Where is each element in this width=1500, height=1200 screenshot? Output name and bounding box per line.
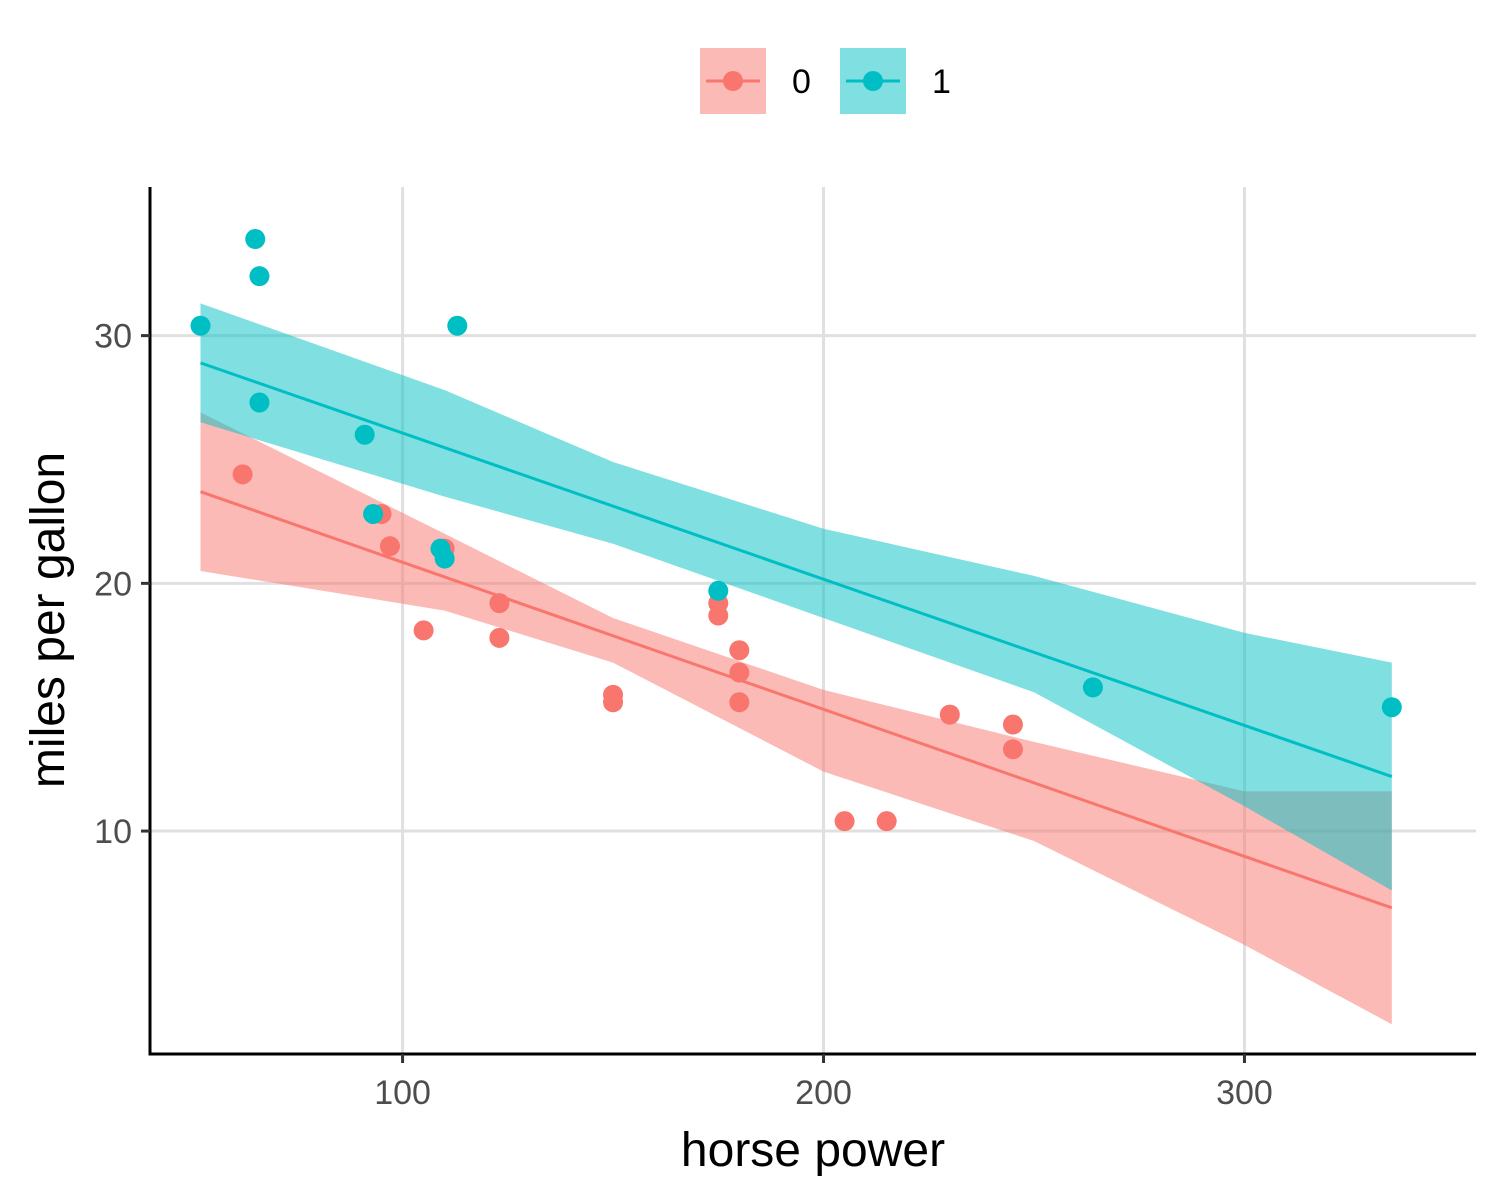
x-axis-title: horse power: [681, 1124, 945, 1177]
legend-key-point-0: [723, 71, 743, 91]
point-series-1-0: [190, 315, 211, 336]
point-series-0-17: [1002, 714, 1023, 735]
point-series-1-10: [1082, 677, 1103, 698]
point-series-1-7: [434, 548, 455, 569]
tick-labels: 100 200 300 10 20 30: [94, 318, 1273, 1112]
point-series-0-6: [489, 627, 510, 648]
point-series-0-16: [939, 704, 960, 725]
point-series-0-12: [729, 662, 750, 683]
point-series-0-18: [1002, 739, 1023, 760]
point-series-1-2: [249, 266, 270, 287]
point-series-0-8: [603, 692, 624, 713]
axes: [141, 187, 1476, 1063]
fit-lines: [200, 361, 1393, 910]
y-axis-title: miles per gallon: [22, 452, 75, 788]
point-series-1-11: [1381, 697, 1402, 718]
point-series-0-11: [729, 640, 750, 661]
point-series-0-3: [413, 620, 434, 641]
y-tick-label-30: 30: [94, 318, 132, 356]
point-series-0-13: [729, 692, 750, 713]
data-points: [190, 229, 1402, 832]
point-series-0-14: [834, 811, 855, 832]
point-series-0-0: [232, 464, 253, 485]
point-series-1-3: [249, 392, 270, 413]
point-series-1-9: [708, 580, 729, 601]
point-series-0-15: [876, 811, 897, 832]
x-tick-label-300: 300: [1216, 1074, 1273, 1112]
point-series-1-5: [363, 503, 384, 524]
point-series-0-2: [379, 536, 400, 557]
point-series-1-1: [245, 229, 266, 250]
x-tick-label-200: 200: [795, 1074, 852, 1112]
point-series-1-8: [447, 315, 468, 336]
y-tick-label-10: 10: [94, 813, 132, 851]
point-series-0-10: [708, 605, 729, 626]
x-tick-label-100: 100: [374, 1074, 431, 1112]
legend-label-1: 1: [932, 63, 951, 101]
legend-key-point-1: [863, 71, 883, 91]
fit-line-series-1: [200, 361, 1393, 778]
legend-label-0: 0: [792, 63, 811, 101]
y-tick-label-20: 20: [94, 565, 132, 603]
confidence-ribbons: [200, 303, 1392, 1025]
point-series-0-5: [489, 593, 510, 614]
fit-line-series-0: [200, 490, 1393, 910]
ribbon-series-0: [200, 412, 1392, 1025]
point-series-1-4: [354, 424, 375, 445]
ribbon-series-1: [200, 303, 1392, 891]
